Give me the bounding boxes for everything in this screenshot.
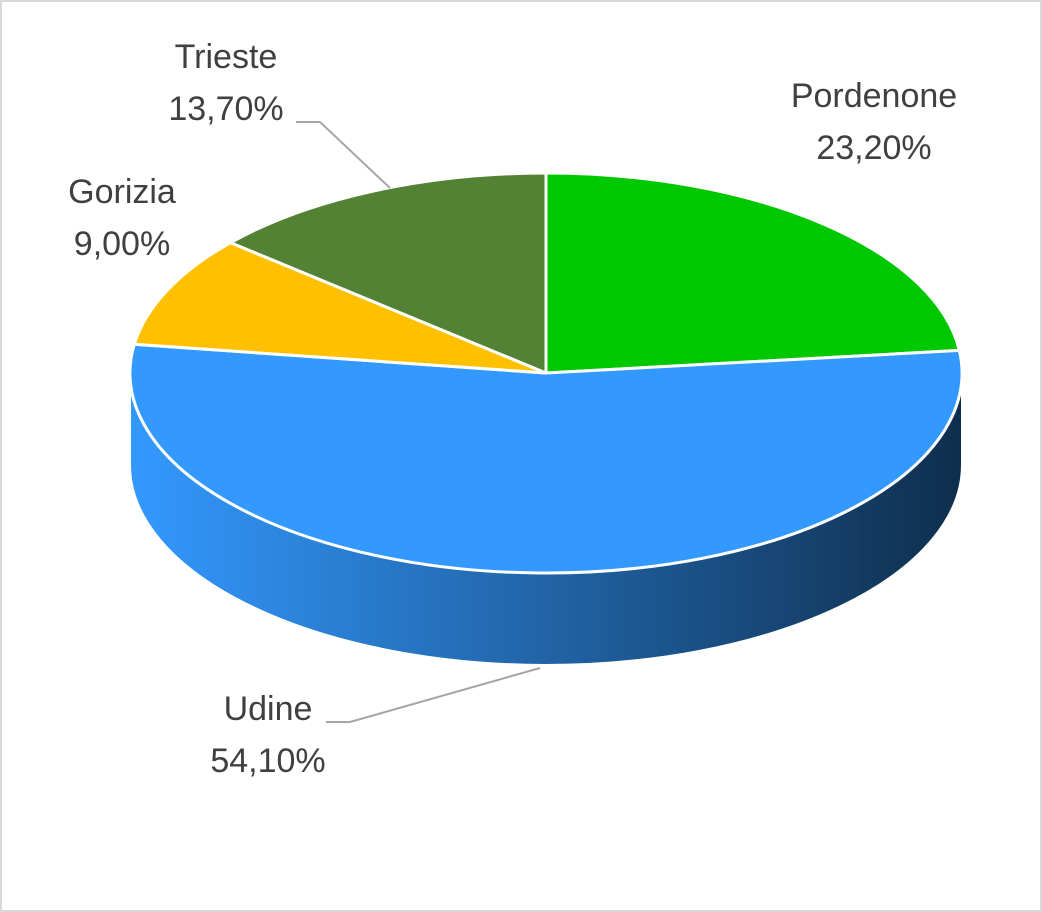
value-label: 9,00% [74,225,170,263]
leader-line [326,667,541,723]
leader-line [296,121,391,189]
pie-slice [128,342,964,575]
value-label: 23,20% [816,129,931,167]
category-label: Gorizia [68,173,176,211]
value-label: 13,70% [168,90,283,128]
pie-slice [132,241,548,375]
pie-slice [229,171,548,375]
category-label: Udine [224,690,313,728]
value-label: 54,10% [210,742,325,780]
pie-slice [544,171,961,375]
category-label: Pordenone [791,77,957,115]
category-label: Trieste [175,38,278,76]
